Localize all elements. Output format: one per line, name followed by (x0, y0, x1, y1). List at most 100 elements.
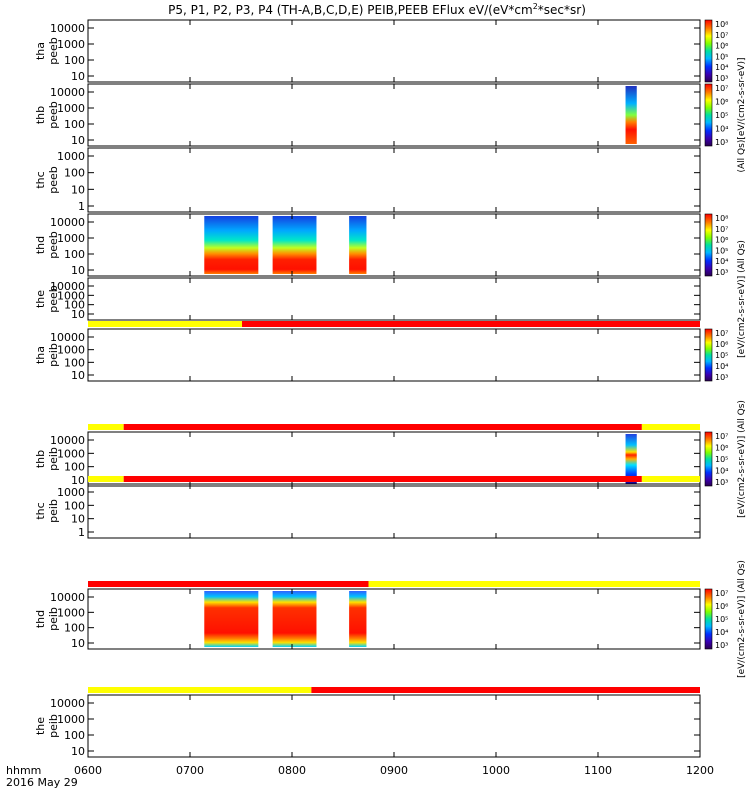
panel-frame (87, 213, 701, 277)
probe-label: thd (34, 236, 47, 254)
colorbar-tick-label: 10⁶ (715, 602, 728, 611)
panel-thb-peeb: 10000 1000 100 10 thb peeb (34, 83, 701, 147)
colorbar-tick-label: 10⁴ (715, 362, 728, 371)
y-tick-label: 100 (64, 622, 85, 635)
colorbar-tick-label: 10³ (715, 478, 728, 487)
y-tick-label: 100 (64, 356, 85, 369)
colorbar-i-b: 10⁷ 10⁶ 10⁵ 10⁴ 10³ (704, 431, 728, 487)
colorbar-tick-label: 10⁷ (715, 84, 728, 93)
colorbar-tick-label: 10⁵ (715, 111, 728, 120)
x-tick-label: 1200 (686, 764, 714, 777)
panel-frame (87, 83, 701, 147)
y-tick-label: 10 (71, 264, 85, 277)
units-labels-group: (All Qs)[eV/(cm2-s-sr-eV)] [eV/(cm2-s-sr-… (737, 58, 747, 678)
y-tick-label: 100 (64, 167, 85, 180)
colorbar-tick-label: 10⁶ (715, 42, 728, 51)
colorbar-tick-label: 10⁴ (715, 257, 728, 266)
probe-label: thb (34, 106, 47, 124)
colorbar-tick-label: 10⁶ (715, 236, 728, 245)
y-tick-label: 10 (71, 637, 85, 650)
colorbar-tick-label: 10⁷ (715, 225, 728, 234)
figure-title: P5, P1, P2, P3, P4 (TH-A,B,C,D,E) PEIB,P… (168, 2, 586, 17)
panel-frame (87, 328, 701, 382)
spectrum-block (349, 591, 367, 647)
colorbar-tick-label: 10³ (715, 641, 728, 650)
panel-frame (87, 694, 701, 758)
colorbar-tick-label: 10⁵ (715, 351, 728, 360)
y-tick-label: 10000 (50, 216, 85, 229)
status-bar-segment (88, 321, 243, 327)
colorbar-tick-label: 10³ (715, 74, 728, 83)
y-tick-label: 10 (71, 745, 85, 758)
colorbar-tick-label: 10⁴ (715, 628, 728, 637)
colorbar-tick-label: 10⁵ (715, 615, 728, 624)
y-tick-label: 1000 (57, 102, 85, 115)
y-tick-label: 1000 (57, 344, 85, 357)
y-tick-label: 1000 (57, 232, 85, 245)
y-tick-label: 100 (64, 299, 85, 312)
colorbar-swatch (704, 431, 713, 487)
colorbar-tick-label: 10⁸ (715, 20, 728, 29)
probe-label: thc (34, 171, 47, 188)
colorbar-tick-label: 10⁵ (715, 455, 728, 464)
probe-label: thd (34, 610, 47, 628)
probe-label: the (34, 717, 47, 735)
colorbar-tick-label: 10⁷ (715, 432, 728, 441)
panel-thc-peeb: 1000 100 10 1 thc peeb (34, 147, 701, 213)
panel-frame (87, 277, 701, 321)
colorbar-swatch (704, 19, 713, 83)
spectrum-block (204, 216, 259, 274)
status-bar-segment (641, 424, 700, 430)
spectrum-block (272, 216, 317, 274)
y-tick-label: 10 (71, 70, 85, 83)
y-tick-label: 10000 (50, 280, 85, 293)
panel-frame (87, 588, 701, 650)
spectrum-block (204, 591, 259, 647)
panel-frame (87, 147, 701, 213)
probe-label: thc (34, 502, 47, 519)
probe-label: tha (34, 42, 47, 60)
instrument-label: peib (47, 499, 60, 523)
colorbar-tick-label: 10⁴ (715, 467, 728, 476)
y-tick-label: 100 (64, 461, 85, 474)
status-bar-segment (368, 581, 700, 587)
colorbar-swatch (704, 83, 713, 147)
instrument-label: peeb (47, 37, 60, 65)
panel-the-peib: 10000 1000 100 10 the peib (34, 694, 701, 758)
status-bar-segment (123, 424, 642, 430)
instrument-label: peeb (47, 231, 60, 259)
y-tick-label: 1000 (57, 713, 85, 726)
colorbar-tick-label: 10⁴ (715, 125, 728, 134)
status-bar-segment (123, 476, 642, 482)
colorbar-e-b: 10⁷ 10⁶ 10⁵ 10⁴ 10³ (704, 83, 728, 147)
status-bar-segment (88, 581, 369, 587)
y-tick-label: 1000 (57, 38, 85, 51)
colorbar-tick-label: 10⁵ (715, 52, 728, 61)
colorbar-tick-label: 10⁵ (715, 246, 728, 255)
instrument-label: peeb (47, 166, 60, 194)
x-tick-label: 0800 (278, 764, 306, 777)
colorbar-tick-label: 10⁴ (715, 63, 728, 72)
colorbar-swatch (704, 588, 713, 650)
instrument-label: peib (47, 343, 60, 367)
y-tick-label: 10000 (50, 434, 85, 447)
y-tick-label: 10 (71, 183, 85, 196)
instrument-label: peeb (47, 101, 60, 129)
colorbar-tick-label: 10⁷ (715, 329, 728, 338)
colorbar-tick-label: 10⁷ (715, 589, 728, 598)
y-tick-label: 10000 (50, 86, 85, 99)
x-tick-label: 0600 (74, 764, 102, 777)
status-bar-segment (641, 476, 700, 482)
panel-frame (87, 19, 701, 83)
status-bar-segment (88, 424, 124, 430)
y-tick-label: 10000 (50, 591, 85, 604)
colorbar-tick-label: 10⁷ (715, 31, 728, 40)
colorbar-tick-label: 10³ (715, 138, 728, 147)
footer-hhmm: hhmm (6, 764, 41, 777)
spectrum-block (625, 86, 637, 144)
instrument-label: peib (47, 447, 60, 471)
spectrum-block (625, 434, 637, 484)
units-label-e-1: (All Qs)[eV/(cm2-s-sr-eV)] (737, 58, 747, 173)
